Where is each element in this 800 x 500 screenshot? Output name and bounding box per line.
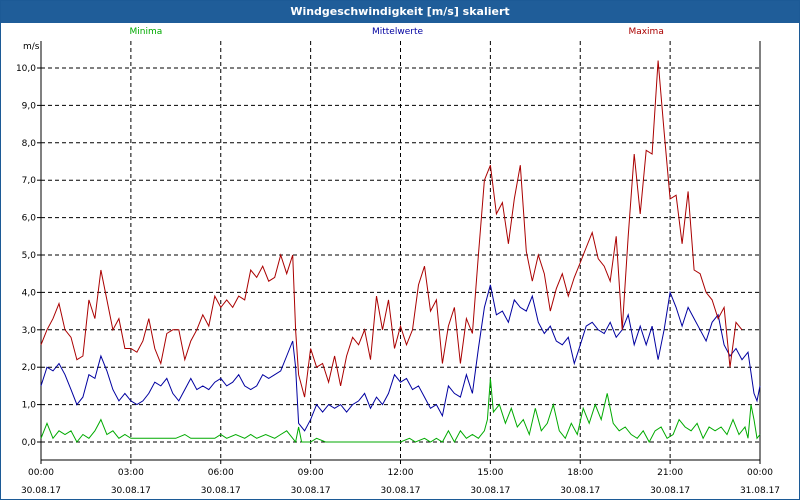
x-tick-date: 30.08.17 — [21, 486, 61, 496]
legend-mittelwerte: Mittelwerte — [372, 27, 423, 37]
y-tick-label: 5,0 — [22, 251, 37, 261]
y-tick-label: 7,0 — [22, 176, 37, 186]
y-axis-unit: m/s — [23, 42, 40, 52]
x-tick-date: 31.08.17 — [740, 486, 780, 496]
y-tick-label: 2,0 — [22, 363, 37, 373]
plot-area — [41, 41, 760, 460]
x-tick-date: 30.08.17 — [380, 486, 420, 496]
x-tick-time: 18:00 — [567, 468, 593, 478]
chart-title: Windgeschwindigkeit [m/s] skaliert — [1, 1, 799, 23]
x-tick-date: 30.08.17 — [111, 486, 151, 496]
x-tick-date: 30.08.17 — [470, 486, 510, 496]
x-tick-date: 30.08.17 — [650, 486, 690, 496]
labels-layer: 0,0 1,0 2,0 3,0 4,0 5,0 6,0 7,0 8,0 9,0 10,0 00:00 3… — [16, 27, 780, 496]
x-tick-time: 00:00 — [747, 468, 773, 478]
x-tick-time: 15:00 — [477, 468, 503, 478]
x-tick-time: 21:00 — [657, 468, 683, 478]
series-line-maxima — [40, 60, 743, 398]
y-tick-label: 6,0 — [22, 214, 37, 224]
x-tick-time: 12:00 — [388, 468, 414, 478]
x-tick-time: 09:00 — [298, 468, 324, 478]
y-tick-label: 9,0 — [22, 101, 37, 111]
y-tick-label: 1,0 — [22, 401, 37, 411]
x-tick-time: 06:00 — [208, 468, 234, 478]
x-tick-time: 03:00 — [118, 468, 144, 478]
legend-minima: Minima — [129, 27, 162, 37]
y-tick-label: 10,0 — [16, 64, 36, 74]
series-line-minima — [40, 378, 761, 444]
y-tick-label: 0,0 — [22, 438, 37, 448]
x-tick-time: 00:00 — [28, 468, 54, 478]
series-layer — [40, 60, 761, 444]
x-tick-date: 30.08.17 — [291, 486, 331, 496]
legend-maxima: Maxima — [628, 27, 663, 37]
series-line-mittelwerte — [40, 284, 761, 432]
y-tick-label: 4,0 — [22, 288, 37, 298]
x-tick-date: 30.08.17 — [560, 486, 600, 496]
y-tick-label: 8,0 — [22, 139, 37, 149]
x-tick-date: 30.08.17 — [201, 486, 241, 496]
grid-layer — [41, 41, 760, 460]
axes-layer — [37, 41, 761, 464]
y-tick-label: 3,0 — [22, 326, 37, 336]
